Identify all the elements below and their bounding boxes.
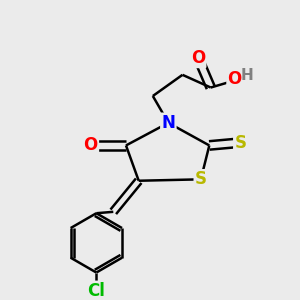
Text: Cl: Cl [87, 282, 105, 300]
Text: S: S [234, 134, 246, 152]
Text: H: H [241, 68, 254, 83]
Text: O: O [228, 70, 242, 88]
Text: S: S [195, 170, 207, 188]
Text: O: O [191, 49, 205, 67]
Text: N: N [161, 114, 175, 132]
Text: O: O [84, 136, 98, 154]
